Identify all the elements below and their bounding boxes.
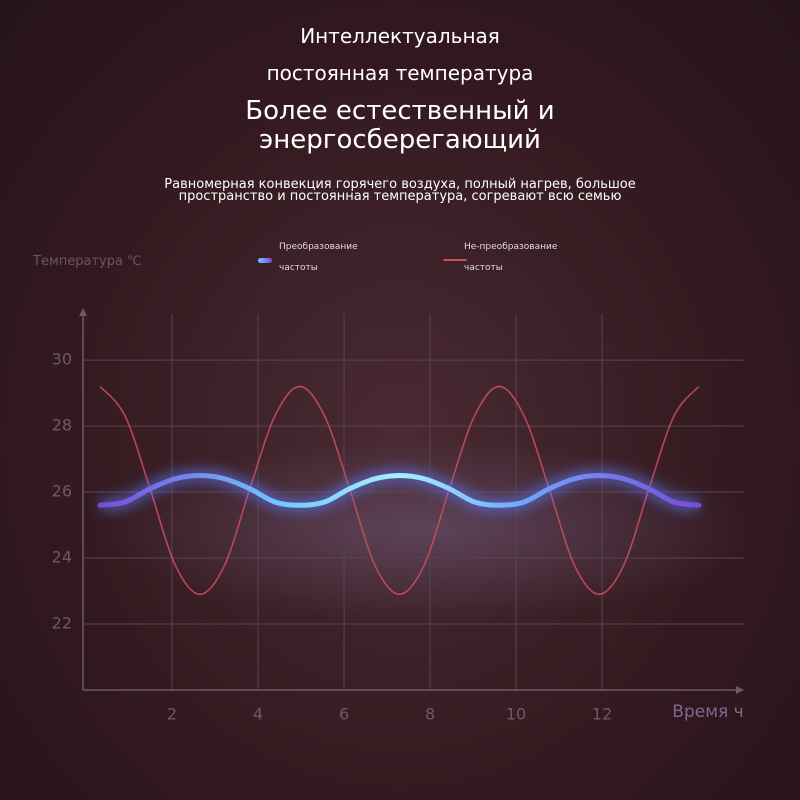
legend-label: Преобразование частоты	[279, 242, 358, 273]
y-tick-label: 24	[52, 548, 72, 567]
x-tick-label: 12	[592, 705, 612, 724]
x-tick-label: 10	[506, 705, 526, 724]
legend-swatch	[443, 259, 467, 261]
x-tick-label: 4	[253, 705, 263, 724]
y-axis-label: Температура ℃	[33, 254, 142, 269]
line	[99, 385, 700, 596]
x-axis-label: Время ч	[672, 702, 743, 722]
heading-line: постоянная температура	[266, 61, 534, 85]
y-tick-label: 30	[52, 350, 72, 369]
heading-line: Интеллектуальная	[300, 24, 500, 48]
legend-label: Не-преобразование частоты	[464, 242, 558, 273]
y-tick-label: 28	[52, 416, 72, 435]
y-axis-arrow	[79, 308, 87, 316]
subtitle: Равномерная конвекция горячего воздуха, …	[164, 177, 636, 192]
subtitle: пространство и постоянная температура, с…	[178, 189, 622, 204]
headline: Более естественный и	[245, 96, 555, 126]
y-tick-label: 22	[52, 614, 72, 633]
x-tick-label: 8	[425, 705, 435, 724]
legend-swatch	[258, 258, 272, 263]
x-tick-label: 6	[339, 705, 349, 724]
x-axis-arrow	[736, 686, 744, 694]
headline: энергосберегающий	[259, 125, 541, 155]
line	[97, 473, 702, 508]
y-tick-label: 26	[52, 482, 72, 501]
x-tick-label: 2	[167, 705, 177, 724]
